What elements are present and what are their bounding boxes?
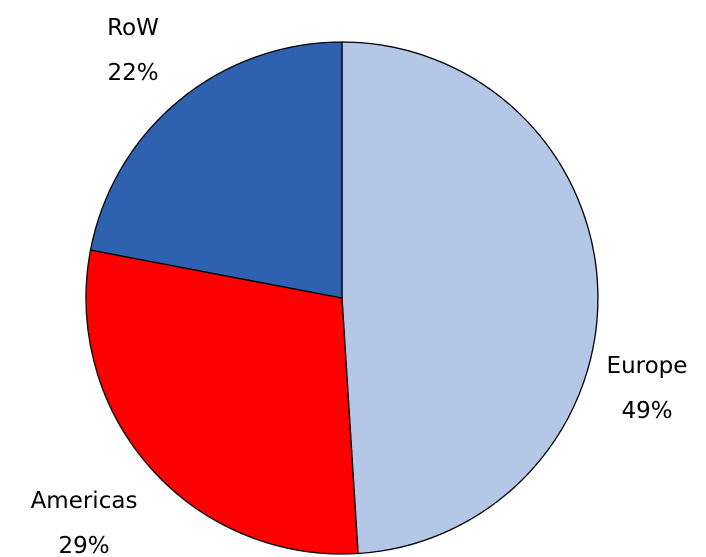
slice-label-americas-name: Americas [31,488,138,514]
pie-slice-europe [341,41,599,555]
pie-slice-row [89,41,343,299]
slice-label-europe-name: Europe [607,353,688,379]
slice-label-row: RoW 22% [107,15,159,86]
slice-label-americas: Americas 29% [31,488,138,557]
slice-label-americas-percent: 29% [58,533,109,557]
slice-label-europe-percent: 49% [621,398,672,424]
slice-label-row-name: RoW [107,15,159,41]
slice-label-europe: Europe 49% [607,353,688,424]
pie-slices [85,41,599,555]
pie-slice-americas [85,249,359,555]
slice-label-row-percent: 22% [107,60,158,86]
